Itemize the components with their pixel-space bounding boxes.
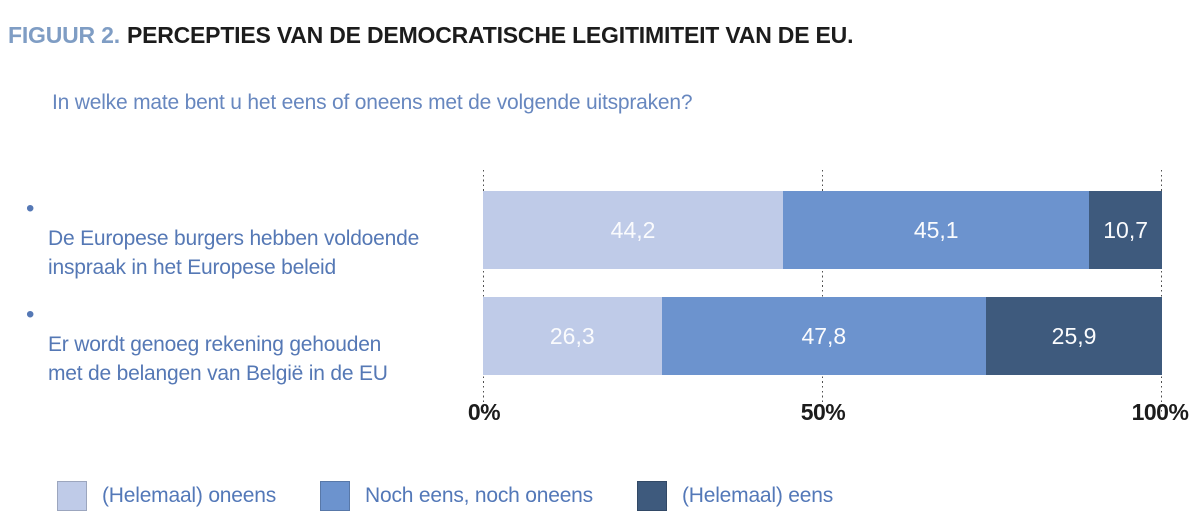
x-tick-50: 50% bbox=[800, 399, 846, 425]
stacked-bar-row1: 44,2 45,1 10,7 bbox=[483, 191, 1162, 269]
figure-number-label: FIGUUR 2. bbox=[8, 22, 120, 48]
gridline-50pct bbox=[822, 170, 824, 413]
bar-segment-disagree: 44,2 bbox=[483, 191, 784, 269]
chart-legend: (Helemaal) oneens Noch eens, noch oneens… bbox=[57, 481, 877, 511]
category-label-line: inspraak in het Europese beleid bbox=[48, 256, 336, 279]
category-label-row2: Er wordt genoeg rekening gehouden met de… bbox=[26, 300, 460, 388]
category-label-row1: De Europese burgers hebben voldoende ins… bbox=[26, 194, 460, 282]
category-label-line: De Europese burgers hebben voldoende bbox=[48, 227, 420, 250]
legend-item-agree: (Helemaal) eens bbox=[636, 481, 834, 511]
stacked-bar-row2: 26,3 47,8 25,9 bbox=[483, 297, 1162, 375]
value-label: 47,8 bbox=[801, 322, 847, 349]
legend-item-neutral: Noch eens, noch oneens bbox=[320, 481, 593, 511]
figure-title-line: FIGUUR 2. PERCEPTIES VAN DE DEMOCRATISCHE… bbox=[8, 22, 853, 49]
bar-segment-neutral: 45,1 bbox=[783, 191, 1090, 269]
legend-swatch-neutral bbox=[320, 481, 351, 511]
value-label: 26,3 bbox=[549, 322, 595, 349]
legend-item-disagree: (Helemaal) oneens bbox=[57, 481, 276, 511]
legend-label: (Helemaal) oneens bbox=[102, 484, 277, 507]
value-label: 45,1 bbox=[913, 216, 959, 243]
legend-swatch-agree bbox=[636, 481, 667, 511]
bullet-icon bbox=[26, 300, 48, 330]
category-label-line: Er wordt genoeg rekening gehouden bbox=[48, 333, 382, 356]
bar-segment-agree: 25,9 bbox=[986, 297, 1162, 375]
bar-segment-neutral: 47,8 bbox=[661, 297, 987, 375]
legend-label: Noch eens, noch oneens bbox=[365, 484, 593, 507]
survey-question: In welke mate bent u het eens of oneens … bbox=[52, 91, 693, 114]
value-label: 25,9 bbox=[1051, 322, 1097, 349]
legend-label: (Helemaal) eens bbox=[681, 484, 834, 507]
figure-title: PERCEPTIES VAN DE DEMOCRATISCHE LEGITIMI… bbox=[126, 22, 854, 48]
gridline-100pct bbox=[1161, 170, 1163, 413]
value-label: 44,2 bbox=[610, 216, 656, 243]
category-label-line: met de belangen van België in de EU bbox=[48, 362, 388, 385]
bar-segment-agree: 10,7 bbox=[1089, 191, 1162, 269]
gridline-0pct bbox=[483, 170, 485, 413]
bar-segment-disagree: 26,3 bbox=[483, 297, 662, 375]
x-tick-0: 0% bbox=[467, 399, 501, 425]
bullet-icon bbox=[26, 194, 48, 224]
x-tick-100: 100% bbox=[1131, 399, 1189, 425]
value-label: 10,7 bbox=[1103, 216, 1149, 243]
legend-swatch-disagree bbox=[57, 481, 87, 511]
